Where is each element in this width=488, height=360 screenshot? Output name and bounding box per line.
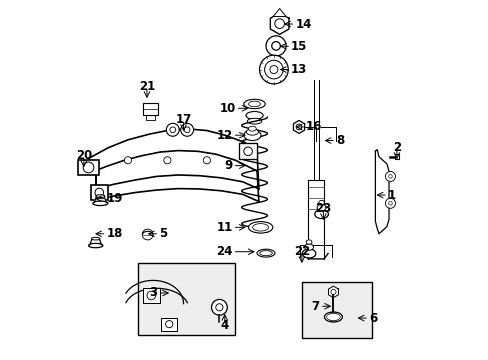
Text: 11: 11 — [216, 221, 232, 234]
Text: 13: 13 — [290, 63, 307, 76]
Circle shape — [274, 19, 284, 28]
Circle shape — [147, 291, 155, 300]
Circle shape — [211, 300, 227, 315]
Text: 5: 5 — [159, 227, 167, 240]
Circle shape — [166, 123, 179, 136]
Text: 19: 19 — [106, 192, 122, 205]
Text: 22: 22 — [293, 245, 309, 258]
Circle shape — [388, 202, 391, 205]
Text: 16: 16 — [305, 121, 322, 134]
Text: 23: 23 — [315, 202, 331, 215]
Bar — [394, 154, 399, 159]
Circle shape — [271, 41, 280, 50]
Circle shape — [264, 60, 283, 79]
Text: 20: 20 — [76, 149, 92, 162]
Ellipse shape — [305, 240, 311, 244]
Text: 14: 14 — [295, 18, 311, 31]
Text: 17: 17 — [175, 113, 191, 126]
Ellipse shape — [93, 201, 108, 206]
Circle shape — [124, 157, 131, 164]
Ellipse shape — [318, 201, 324, 205]
Circle shape — [244, 147, 252, 156]
Circle shape — [328, 313, 337, 321]
Bar — [301, 282, 371, 338]
Circle shape — [265, 36, 285, 56]
Text: 15: 15 — [290, 40, 307, 53]
Ellipse shape — [302, 249, 315, 258]
Ellipse shape — [244, 99, 265, 109]
Polygon shape — [270, 13, 288, 35]
Circle shape — [215, 304, 223, 311]
Circle shape — [203, 157, 210, 164]
Ellipse shape — [324, 312, 342, 322]
Bar — [161, 318, 177, 330]
Text: 21: 21 — [139, 80, 155, 93]
Ellipse shape — [257, 249, 274, 257]
Circle shape — [95, 188, 103, 197]
Ellipse shape — [248, 101, 260, 107]
Text: 2: 2 — [392, 141, 400, 154]
Polygon shape — [90, 239, 101, 245]
Polygon shape — [94, 196, 106, 202]
Text: 6: 6 — [368, 311, 376, 325]
Ellipse shape — [248, 222, 272, 233]
Circle shape — [385, 198, 395, 208]
Polygon shape — [273, 9, 285, 17]
Text: 18: 18 — [106, 227, 122, 240]
Circle shape — [169, 127, 175, 133]
Ellipse shape — [252, 224, 268, 231]
Ellipse shape — [326, 314, 340, 320]
Text: 3: 3 — [149, 287, 158, 300]
Ellipse shape — [246, 129, 258, 135]
Bar — [142, 288, 160, 303]
Ellipse shape — [91, 237, 100, 240]
Polygon shape — [293, 121, 304, 134]
Circle shape — [385, 171, 395, 181]
Polygon shape — [313, 80, 318, 180]
Bar — [78, 159, 99, 175]
Bar — [90, 185, 108, 200]
Polygon shape — [308, 180, 324, 259]
Circle shape — [83, 162, 94, 173]
Circle shape — [259, 55, 287, 84]
Polygon shape — [328, 286, 338, 298]
Ellipse shape — [248, 126, 256, 131]
Text: 10: 10 — [219, 102, 235, 115]
Ellipse shape — [314, 210, 328, 219]
Text: 8: 8 — [335, 134, 344, 147]
Bar — [239, 143, 257, 159]
Circle shape — [388, 175, 391, 178]
Circle shape — [330, 289, 335, 294]
Circle shape — [184, 127, 190, 133]
Ellipse shape — [96, 195, 104, 198]
Ellipse shape — [245, 112, 263, 120]
Circle shape — [165, 320, 172, 328]
Text: 4: 4 — [220, 319, 228, 332]
Circle shape — [296, 124, 301, 130]
Text: 24: 24 — [216, 245, 232, 258]
Ellipse shape — [88, 243, 102, 248]
Ellipse shape — [247, 118, 261, 124]
Circle shape — [180, 123, 193, 136]
Text: 12: 12 — [216, 129, 232, 142]
Circle shape — [269, 66, 277, 73]
Ellipse shape — [244, 130, 261, 140]
Bar — [143, 103, 158, 116]
Circle shape — [163, 157, 171, 164]
Ellipse shape — [317, 204, 325, 211]
Ellipse shape — [304, 244, 313, 250]
Text: 7: 7 — [311, 300, 319, 313]
Ellipse shape — [259, 251, 272, 256]
Bar — [137, 263, 235, 335]
Polygon shape — [375, 149, 388, 234]
Text: 1: 1 — [387, 189, 395, 202]
Text: 9: 9 — [224, 159, 232, 172]
